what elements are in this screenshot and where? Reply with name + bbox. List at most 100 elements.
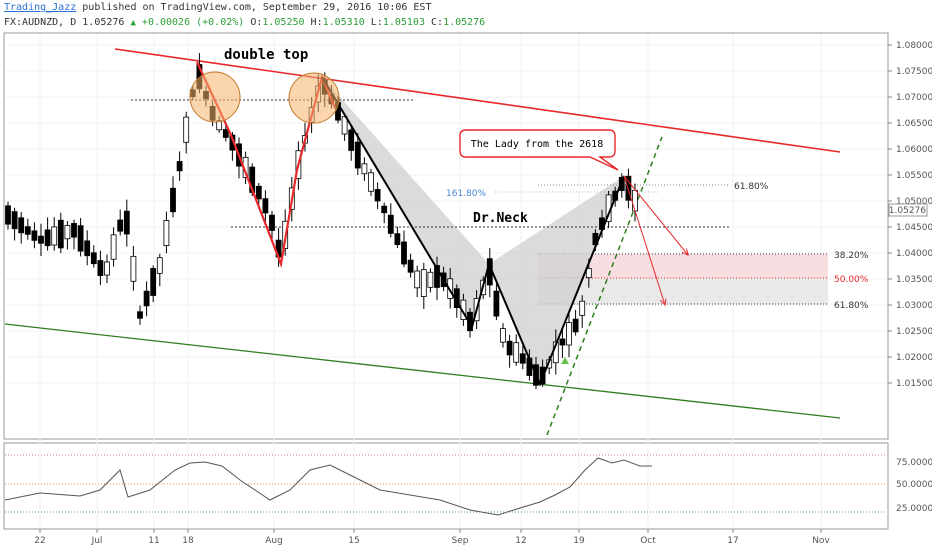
candle-body [44,229,51,247]
buy-marker-icon [561,357,569,364]
candle-body [632,189,638,212]
candle-body [18,217,25,234]
last-price-marker [888,203,928,217]
time-axis[interactable]: 22 Jul 11 18 Aug 15 Sep 12 19 Oct 17 Nov [34,529,830,546]
candle-body [262,198,269,214]
candle-body [585,268,592,279]
osc-tick-label: 75.0000 [896,458,932,468]
top-circle-1 [189,71,241,123]
low-value: 1.05103 [382,17,425,28]
callout-box [459,129,619,171]
candle-body [407,259,414,273]
fib-500-label: 50.00% [834,275,869,285]
candle-body [572,318,579,333]
price-tick-label: 1.05000 [896,197,932,207]
candle-body [117,219,124,232]
candle-body [183,116,190,143]
candle-body [71,223,77,238]
candle-body [156,257,163,274]
top-circle-2 [288,72,340,124]
candle-body [38,235,44,244]
candle-body [500,328,506,343]
price-tick-label: 1.03000 [896,301,932,311]
candle-body [414,270,421,289]
time-tick-label: Oct [640,536,656,546]
oscillator-line [4,457,652,516]
fib-618-top-label: 61.80% [734,182,769,192]
price-tick-label: 1.02000 [896,353,932,363]
candle-body [255,185,262,200]
time-tick-label: Nov [812,536,830,546]
harmonic-pattern-line [321,76,625,387]
candle-body [5,205,11,225]
time-tick-label: 18 [182,536,194,546]
candle-body [427,271,434,288]
candle-body [57,219,64,249]
price-tick-label: 1.04000 [896,249,932,259]
osc-tick-label: 25.0000 [896,504,932,514]
candle-body [97,260,104,277]
time-tick-label: Aug [265,536,283,546]
candle-body [420,269,427,297]
time-tick-label: Jul [91,536,103,546]
support-line [4,323,841,419]
candle-body [387,214,394,234]
target-arrow-1 [623,175,688,255]
candle-body [11,211,18,230]
candle-body [77,225,84,252]
candle-body [176,161,183,172]
fib-zone-lower [538,278,828,304]
candle-body [447,278,454,299]
time-tick-label: 12 [515,536,526,546]
candle-body [381,205,388,214]
candle-body [84,240,91,257]
candle-body [348,129,355,151]
candle-body [104,261,110,276]
author-link[interactable]: Trading_Jazz [4,2,77,13]
high-value: 1.05310 [322,17,365,28]
candle-body [506,340,513,356]
time-tick-label: 22 [34,536,45,546]
price-axis[interactable]: 1.08000 1.07500 1.07000 1.06500 1.06000 1.055… [888,41,932,389]
candle-body [566,322,572,346]
time-tick-label: 17 [727,536,738,546]
candle-body [64,225,71,240]
candle-body [90,252,97,265]
candle-body [222,129,229,138]
candle-body [368,172,374,192]
oscillator-axis: 75.0000 50.0000 25.0000 [896,458,932,514]
candle-body [559,338,566,346]
close-value: 1.05276 [443,17,486,28]
candle-body [579,300,586,316]
price-tick-label: 1.08000 [896,41,932,51]
resistance-line [114,48,841,153]
header-line-2: FX:AUDNZD, D 1.05276 ▲ +0.00026 (+0.02%)… [4,17,486,28]
price-tick-label: 1.05500 [896,171,932,181]
candle-body [361,163,368,175]
symbol-label: FX:AUDNZD, D [4,17,77,28]
main-pane-frame [3,32,889,440]
price-tick-label: 1.07500 [896,67,932,77]
price-tick-label: 1.06000 [896,145,932,155]
last-price-marker-text: 1.05276 [889,206,926,216]
candle-body [31,230,38,241]
candle-body [341,116,348,135]
callout-text: The Lady from the 2618 [471,139,603,150]
price-tick-label: 1.02500 [896,327,932,337]
price-tick-label: 1.06500 [896,119,932,129]
osc-tick-label: 50.0000 [896,480,932,490]
last-price: 1.05276 [82,17,125,28]
candle-body [401,241,407,265]
pattern-triangle-xab [322,77,489,327]
price-tick-label: 1.01500 [896,379,932,389]
candle-body [137,311,143,319]
candle-body [24,226,31,235]
candle-body [394,233,401,246]
fib-382-label: 38.20% [834,251,869,261]
fib-618-label: 61.80% [834,301,869,311]
candle-body [150,268,157,296]
header-line-1: Trading_Jazz published on TradingView.co… [4,2,431,13]
candle-body [519,353,526,364]
oscillator-pane-frame [3,442,889,530]
